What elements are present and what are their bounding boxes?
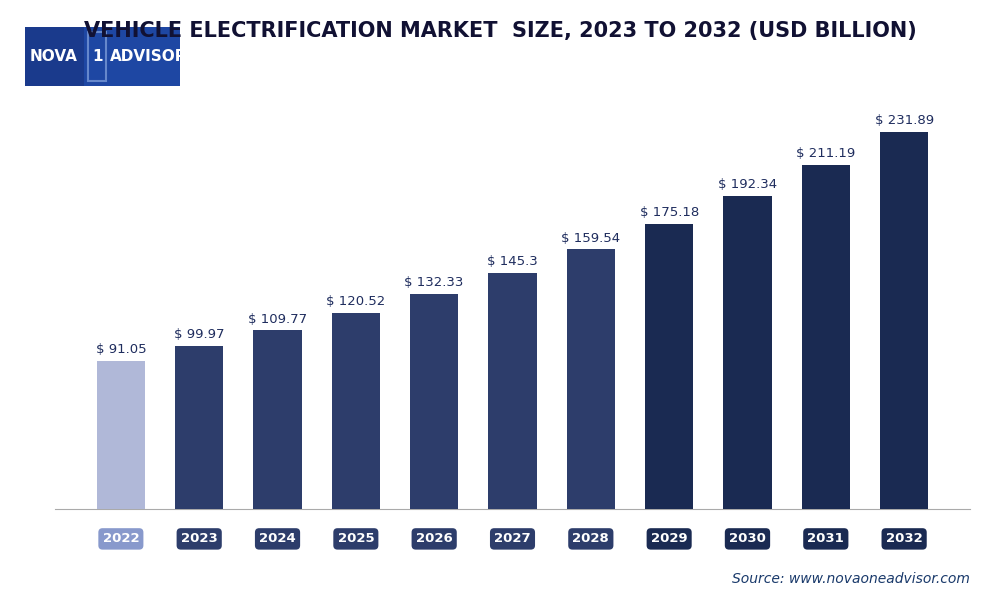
Bar (488, 272, 537, 509)
Text: 2029: 2029 (651, 532, 687, 545)
Text: $ 211.19: $ 211.19 (796, 147, 855, 160)
Bar (332, 313, 380, 509)
Text: 2028: 2028 (572, 532, 609, 545)
Text: $ 99.97: $ 99.97 (174, 329, 224, 342)
Bar (645, 224, 693, 509)
Text: 2030: 2030 (729, 532, 766, 545)
Text: $ 109.77: $ 109.77 (248, 313, 307, 326)
Bar (567, 249, 615, 509)
Text: VEHICLE ELECTRIFICATION MARKET  SIZE, 2023 TO 2032 (USD BILLION): VEHICLE ELECTRIFICATION MARKET SIZE, 202… (84, 21, 916, 41)
Bar (723, 196, 772, 509)
Text: 2032: 2032 (886, 532, 923, 545)
Text: NOVA: NOVA (30, 49, 78, 64)
Bar (802, 165, 850, 509)
Text: $ 91.05: $ 91.05 (96, 343, 146, 356)
Text: $ 132.33: $ 132.33 (404, 276, 464, 289)
Text: $ 192.34: $ 192.34 (718, 178, 777, 191)
Text: $ 145.3: $ 145.3 (487, 255, 538, 268)
Text: 2031: 2031 (807, 532, 844, 545)
Text: $ 231.89: $ 231.89 (875, 114, 934, 127)
Bar (410, 294, 458, 509)
Text: 2025: 2025 (338, 532, 374, 545)
Bar (175, 346, 223, 509)
Text: 2024: 2024 (259, 532, 296, 545)
Bar (253, 330, 302, 509)
Text: Source: www.novaoneadvisor.com: Source: www.novaoneadvisor.com (732, 572, 970, 586)
Bar (97, 361, 145, 509)
Bar (880, 131, 928, 509)
Text: $ 120.52: $ 120.52 (326, 295, 385, 308)
Text: 2026: 2026 (416, 532, 453, 545)
Text: $ 159.54: $ 159.54 (561, 231, 620, 244)
FancyBboxPatch shape (84, 27, 180, 86)
Text: 1: 1 (92, 49, 102, 64)
Text: 2022: 2022 (103, 532, 139, 545)
Text: $ 175.18: $ 175.18 (640, 206, 699, 219)
Text: ADVISOR: ADVISOR (110, 49, 188, 64)
Text: 2023: 2023 (181, 532, 218, 545)
FancyBboxPatch shape (25, 27, 180, 86)
Text: 2027: 2027 (494, 532, 531, 545)
